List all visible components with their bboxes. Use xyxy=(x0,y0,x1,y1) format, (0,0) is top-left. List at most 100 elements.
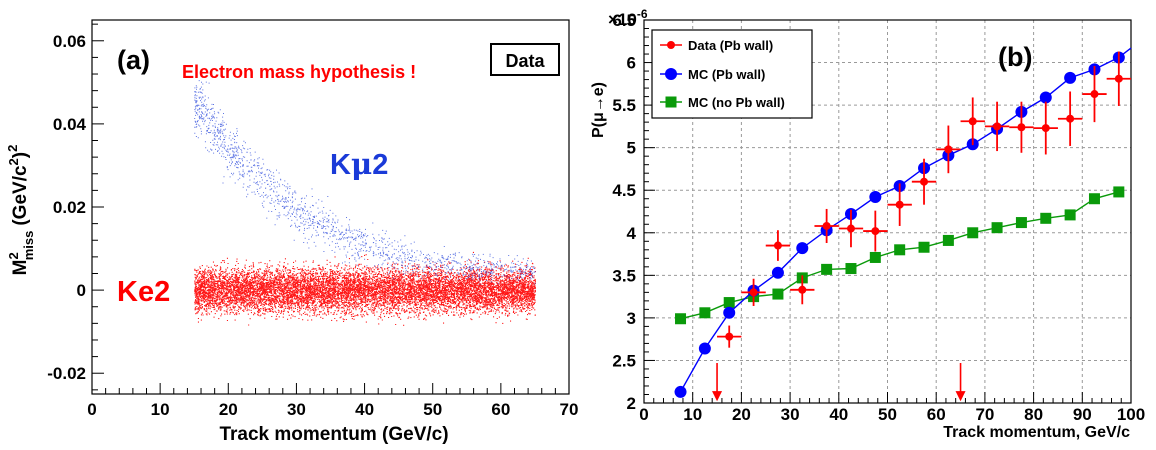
y-tick-label-a: 0.04 xyxy=(53,115,87,134)
data-box xyxy=(490,43,560,76)
x-tick-label-b: 70 xyxy=(975,405,994,424)
x-axis-title-a: Track momentum (GeV/c) xyxy=(219,424,448,445)
legend-marker-mc-nopb xyxy=(665,96,677,108)
mc-pb-point xyxy=(1064,71,1077,84)
panel-label-a: (a) xyxy=(117,45,150,75)
data-point xyxy=(773,241,782,250)
threshold-arrow-head xyxy=(712,391,723,402)
legend: Data (Pb wall) MC (Pb wall) MC (no Pb wa… xyxy=(651,29,813,119)
x-tick-label-b: 20 xyxy=(732,405,751,424)
mc-no-pb-point xyxy=(967,227,979,239)
mc-pb-point xyxy=(698,342,711,355)
annotation-electron-mass: Electron mass hypothesis ! xyxy=(182,62,416,82)
mc-no-pb-point xyxy=(869,251,881,263)
x-tick-label-b: 10 xyxy=(683,405,702,424)
data-point xyxy=(944,145,953,154)
mc-no-pb-point xyxy=(942,234,954,246)
y-tick-label-b: 5.5 xyxy=(612,96,636,115)
x-tick-label-a: 30 xyxy=(287,400,306,419)
legend-entry-mc-pb: MC (Pb wall) xyxy=(688,67,765,82)
threshold-arrows xyxy=(712,362,966,402)
data-box-label: Data xyxy=(505,51,545,71)
y-tick-label-b: 4 xyxy=(627,224,637,243)
x-tick-label-a: 70 xyxy=(560,400,579,419)
y-tick-label-b: 4.5 xyxy=(612,181,636,200)
x-tick-label-a: 60 xyxy=(491,400,510,419)
data-point xyxy=(920,177,929,186)
data-point xyxy=(725,332,734,341)
x-tick-label-b: 100 xyxy=(1117,405,1145,424)
mc-no-pb-point xyxy=(723,297,735,309)
y-tick-label-b: 3.5 xyxy=(612,266,636,285)
data-point xyxy=(993,122,1002,131)
mc-pb-point xyxy=(1039,91,1052,104)
y-tick-label-a: 0.06 xyxy=(53,32,86,51)
data-point xyxy=(895,200,904,209)
x-tick-label-b: 50 xyxy=(878,405,897,424)
mc-no-pb-point xyxy=(772,288,784,300)
mc-no-pb-point xyxy=(821,263,833,275)
legend-markers xyxy=(660,41,682,108)
legend-marker-data xyxy=(667,41,675,49)
y-tick-label-a: -0.02 xyxy=(47,364,86,383)
data-point xyxy=(1017,123,1026,132)
x-tick-label-a: 10 xyxy=(151,400,170,419)
x-tick-label-b: 30 xyxy=(781,405,800,424)
mc-no-pb-point xyxy=(1015,217,1027,229)
mc-no-pb-point xyxy=(1088,193,1100,205)
legend-marker-mc-pb xyxy=(665,68,677,80)
mc-no-pb-point xyxy=(845,263,857,275)
data-point xyxy=(1066,114,1075,123)
panel-b: 0 10 20 30 40 50 60 70 80 90 100 2 2.5 3 3.5 4 4.5 5 5.5 6 6… xyxy=(590,7,1145,441)
series-marks xyxy=(674,47,1132,398)
mc-pb-point xyxy=(869,191,882,204)
y-tick-label-a: 0.02 xyxy=(53,198,86,217)
x-tick-label-b: 60 xyxy=(927,405,946,424)
ke2-population xyxy=(194,251,536,326)
mc-no-pb-point xyxy=(1064,209,1076,221)
x-tick-label-a: 40 xyxy=(355,400,374,419)
y-axis-title-b: P(μ→e) xyxy=(590,82,607,138)
x-tick-label-b: 90 xyxy=(1073,405,1092,424)
mc-no-pb-point xyxy=(991,222,1003,234)
y-tick-label-b: 6 xyxy=(627,54,636,73)
y-tick-label-b: 3 xyxy=(627,309,636,328)
data-point xyxy=(1041,124,1050,133)
x-tick-label-a: 0 xyxy=(87,400,96,419)
data-point xyxy=(798,285,807,294)
data-point xyxy=(1114,74,1123,83)
threshold-arrow-head xyxy=(955,391,966,402)
data-point xyxy=(871,227,880,236)
grid-b xyxy=(644,20,1131,403)
mc-no-pb-point xyxy=(699,307,711,319)
y-axis-title-a: M2miss(GeV/c2)2 xyxy=(5,145,36,276)
y-exponent-label: ×10-6 xyxy=(608,7,648,29)
mc-no-pb-point xyxy=(1113,186,1125,198)
data-point xyxy=(749,288,758,297)
x-axis-title-b: Track momentum, GeV/c xyxy=(943,424,1130,441)
mc-pb-point xyxy=(674,385,687,398)
y-tick-label-b: 2.5 xyxy=(612,351,636,370)
legend-entry-mc-nopb: MC (no Pb wall) xyxy=(688,95,785,110)
data-point xyxy=(822,221,831,230)
x-tick-label-a: 20 xyxy=(219,400,238,419)
mc-pb-point xyxy=(771,266,784,279)
kmu2-label: Kμ2 xyxy=(330,147,388,181)
y-tick-label-a: 0 xyxy=(77,281,86,300)
x-tick-label-b: 80 xyxy=(1024,405,1043,424)
y-tick-label-b: 5 xyxy=(627,139,636,158)
mc-no-pb-point xyxy=(894,244,906,256)
scatter-cloud xyxy=(194,80,536,326)
ke2-label: Ke2 xyxy=(117,276,170,308)
mc-no-pb-point xyxy=(918,241,930,253)
data-point xyxy=(1090,90,1099,99)
mc-no-pb-point xyxy=(675,313,687,325)
data-point xyxy=(846,224,855,233)
mc-pb-point xyxy=(796,242,809,255)
panel-label-b: (b) xyxy=(998,42,1032,72)
x-tick-label-b: 40 xyxy=(829,405,848,424)
kmu2-population xyxy=(194,80,536,285)
